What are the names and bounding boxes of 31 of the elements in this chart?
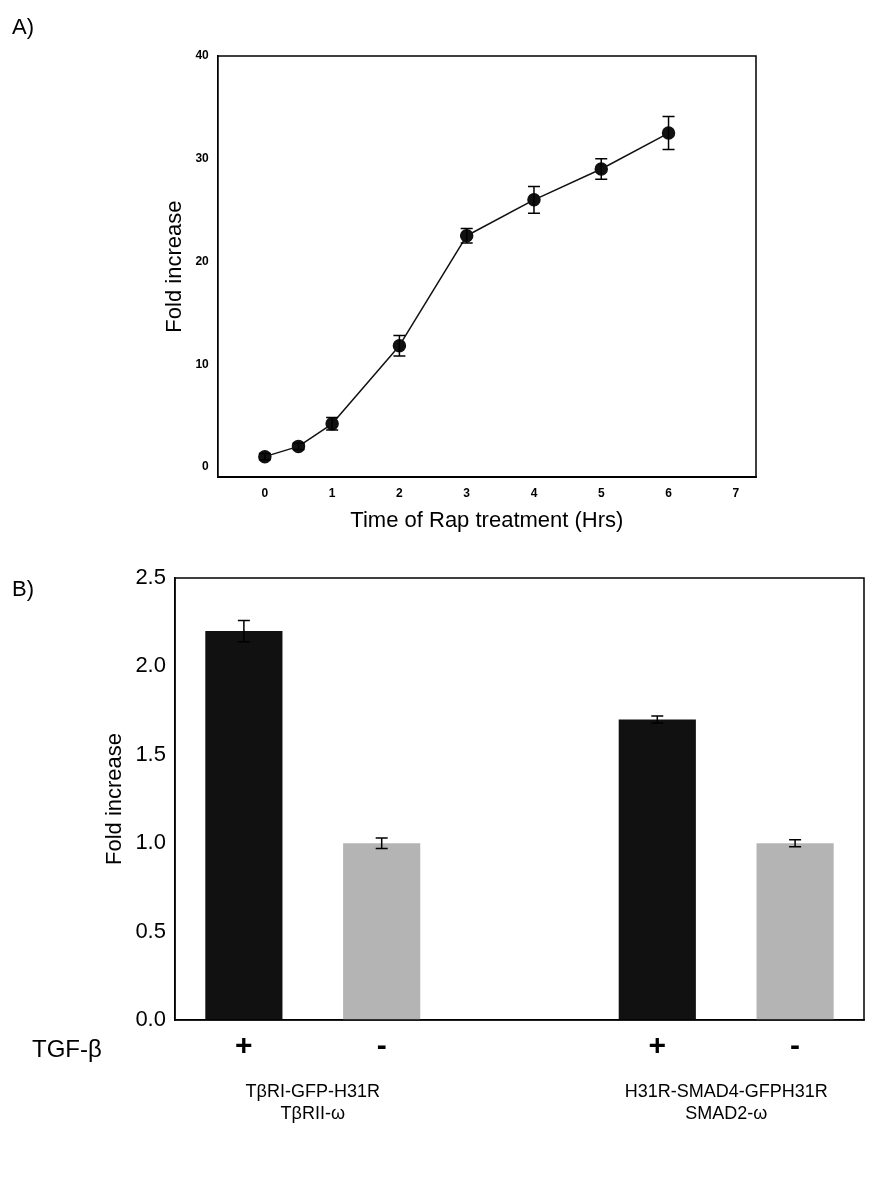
x-tick-label: 4 <box>530 485 538 500</box>
x-tick-label: - <box>790 1028 801 1062</box>
x-tick-label: 7 <box>732 485 740 500</box>
x-tick-label: 1 <box>328 485 336 500</box>
y-tick-label: 10 <box>195 356 210 371</box>
x-tick-label: 6 <box>665 485 673 500</box>
text: A) <box>12 14 34 40</box>
y-tick-label: 2.5 <box>135 564 166 590</box>
x-tick-label: - <box>376 1028 387 1062</box>
y-tick-label: 30 <box>195 151 210 166</box>
x-tick-label: + <box>648 1028 667 1062</box>
y-tick-label: 2.0 <box>135 652 166 678</box>
y-tick-label: 0.0 <box>135 1006 166 1032</box>
y-axis-title: Fold increase <box>161 200 187 333</box>
x-tick-label: 0 <box>261 485 269 500</box>
x-tick-label: + <box>235 1028 253 1062</box>
x-tick-label: 3 <box>463 485 471 500</box>
y-tick-label: 0 <box>202 459 210 474</box>
y-tick-label: 1.0 <box>135 829 166 855</box>
text: TGF-β <box>32 1034 102 1062</box>
y-tick-label: 20 <box>195 253 210 268</box>
y-axis-title: Fold increase <box>101 732 127 866</box>
x-tick-label: 5 <box>597 485 605 500</box>
text: B) <box>12 576 34 602</box>
x-tick-label: 2 <box>396 485 404 500</box>
text: TβRI-GFP-H31R TβRII-ω <box>245 1080 380 1123</box>
x-axis-title: Time of Rap treatment (Hrs) <box>350 506 624 532</box>
y-tick-label: 0.5 <box>135 917 166 943</box>
y-tick-label: 1.5 <box>135 740 166 766</box>
y-tick-label: 40 <box>195 48 210 63</box>
text: H31R-SMAD4-GFPH31R SMAD2-ω <box>624 1080 828 1123</box>
